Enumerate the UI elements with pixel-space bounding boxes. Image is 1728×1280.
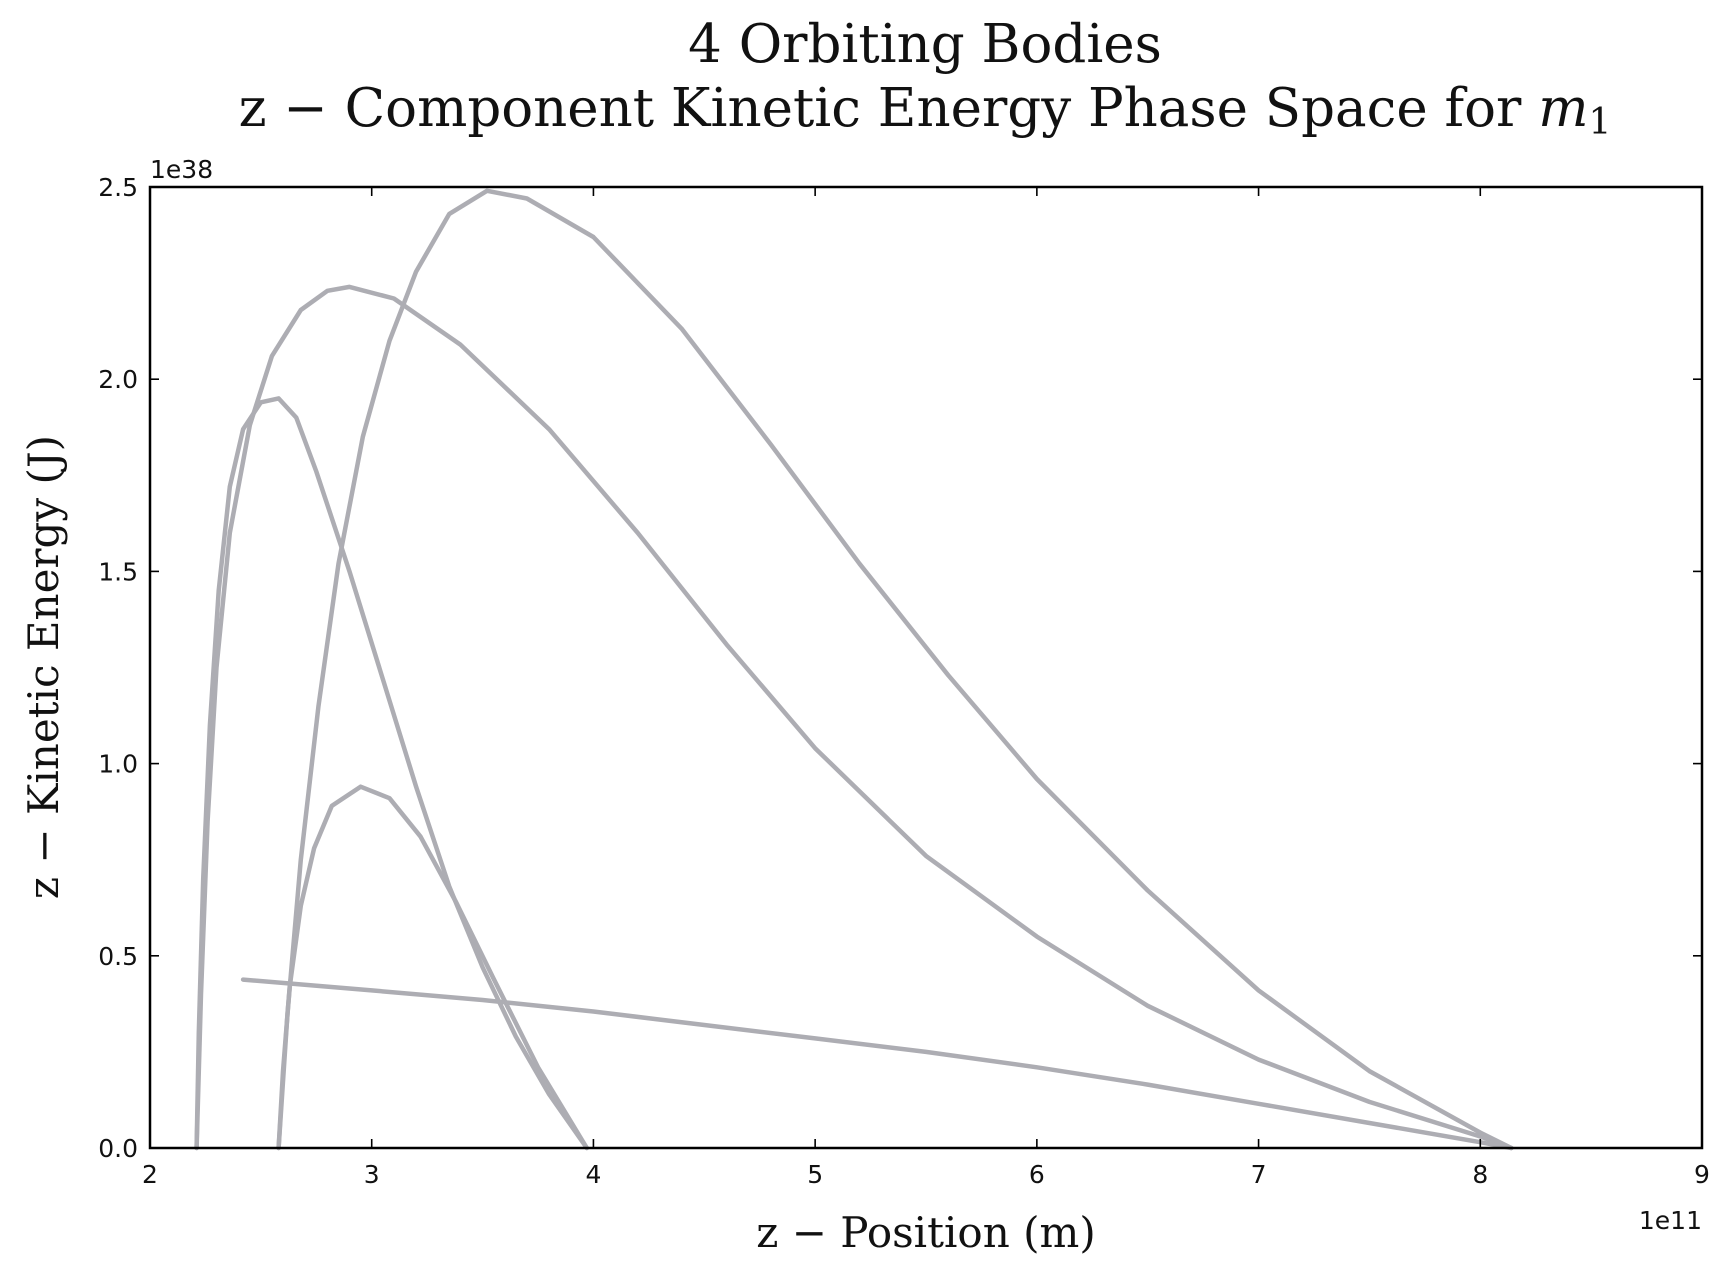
- series-line-5: [240, 977, 1514, 1151]
- chart-title-line1: 4 Orbiting Bodies: [688, 14, 1162, 75]
- chart-title-line2: z − Component Kinetic Energy Phase Space…: [239, 78, 1612, 143]
- x-tick-label-6: 6: [1029, 1160, 1045, 1189]
- x-tick-label-4: 4: [585, 1160, 601, 1189]
- y-tick-label-1.0: 1.0: [98, 750, 138, 779]
- y-tick-label-0.0: 0.0: [98, 1134, 138, 1163]
- series-line-4: [276, 188, 1514, 1151]
- x-axis-ticks: 2 3 4 5 6 7 8 9: [142, 187, 1710, 1189]
- series-line-1: [194, 396, 590, 1151]
- x-tick-label-7: 7: [1251, 1160, 1267, 1189]
- plot-frame: [148, 185, 1704, 1150]
- y-offset-label: 1e38: [150, 155, 213, 184]
- y-tick-label-0.5: 0.5: [98, 942, 138, 971]
- y-axis-ticks: 0.0 0.5 1.0 1.5 2.0 2.5: [98, 173, 1702, 1163]
- x-tick-label-3: 3: [364, 1160, 380, 1189]
- x-tick-label-2: 2: [142, 1160, 158, 1189]
- y-tick-label-2.0: 2.0: [98, 365, 138, 394]
- y-tick-label-2.5: 2.5: [98, 173, 138, 202]
- y-tick-label-1.5: 1.5: [98, 557, 138, 586]
- x-tick-label-8: 8: [1472, 1160, 1488, 1189]
- x-offset-label: 1e11: [1639, 1206, 1702, 1235]
- series-line-3: [194, 284, 1514, 1151]
- x-tick-label-9: 9: [1694, 1160, 1710, 1189]
- plot-area: [194, 188, 1514, 1151]
- x-axis-label: z − Position (m): [756, 1208, 1095, 1257]
- x-tick-label-5: 5: [807, 1160, 823, 1189]
- y-axis-label: z − Kinetic Energy (J): [19, 435, 68, 899]
